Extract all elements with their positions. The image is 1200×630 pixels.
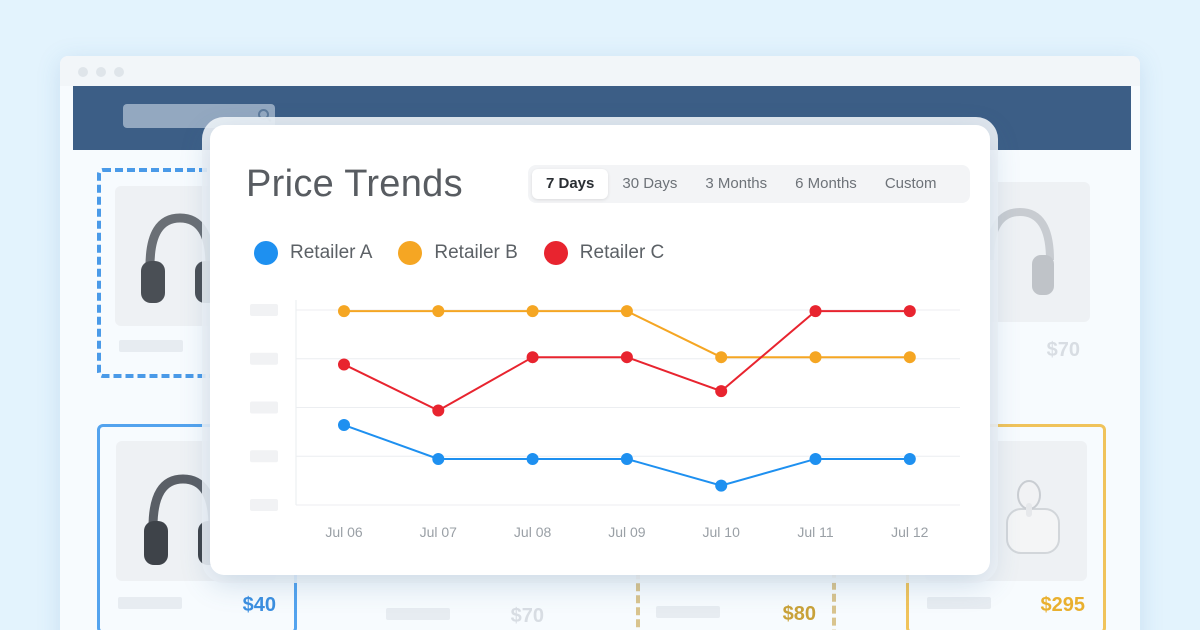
- tab-6-months[interactable]: 6 Months: [795, 175, 857, 192]
- window-dot: [114, 67, 124, 77]
- y-tick-placeholder: [250, 499, 278, 511]
- search-icon: [258, 109, 269, 120]
- tab-30-days[interactable]: 30 Days: [622, 175, 678, 192]
- chart-legend: Retailer A Retailer B Retailer C: [254, 241, 690, 265]
- data-point: [432, 404, 445, 417]
- data-point: [432, 452, 445, 465]
- series-line-retailer-b: [344, 310, 910, 359]
- time-range-tabs: 7 Days 30 Days 3 Months 6 Months Custom: [528, 165, 970, 203]
- product-name-placeholder: [386, 608, 450, 620]
- data-point: [809, 305, 822, 318]
- data-point: [338, 419, 350, 432]
- window-dot: [78, 67, 88, 77]
- data-point: [338, 305, 350, 318]
- product-price: $70: [1046, 339, 1080, 361]
- data-point: [432, 305, 445, 318]
- legend-label: Retailer A: [290, 242, 373, 263]
- legend-marker: [254, 241, 278, 265]
- product-card[interactable]: $70: [370, 576, 570, 630]
- y-tick-placeholder: [250, 304, 278, 316]
- product-price: $70: [510, 605, 544, 627]
- product-price: $40: [242, 594, 276, 616]
- tab-custom[interactable]: Custom: [884, 175, 937, 192]
- legend-item-retailer-b[interactable]: Retailer B: [398, 241, 518, 265]
- data-point: [715, 385, 728, 398]
- x-tick-label: Jul 08: [514, 524, 552, 540]
- price-trends-card: Price Trends 7 Days 30 Days 3 Months 6 M…: [210, 125, 990, 575]
- x-tick-label: Jul 10: [703, 524, 741, 540]
- x-tick-label: Jul 12: [891, 524, 929, 540]
- x-tick-label: Jul 06: [325, 524, 363, 540]
- data-point: [620, 305, 633, 318]
- data-point: [903, 351, 916, 364]
- headphones-icon: [986, 207, 1054, 295]
- product-name-placeholder: [119, 340, 183, 352]
- legend-marker: [398, 241, 423, 265]
- product-image: [115, 186, 219, 326]
- y-tick-placeholder: [250, 401, 278, 414]
- data-point: [715, 351, 728, 364]
- window-dot: [96, 67, 106, 77]
- data-point: [526, 305, 539, 318]
- product-card[interactable]: [97, 168, 219, 378]
- data-point: [903, 452, 916, 465]
- y-tick-placeholder: [250, 450, 278, 463]
- data-point: [809, 351, 822, 364]
- data-point: [526, 452, 539, 465]
- product-name-placeholder: [118, 597, 182, 609]
- x-tick-label: Jul 09: [608, 524, 646, 540]
- chart-title: Price Trends: [246, 163, 463, 205]
- browser-titlebar: [60, 56, 1140, 86]
- price-line-chart: Jul 06 Jul 07 Jul 08 Jul 09 Jul 10 Jul 11 Jul …: [250, 300, 960, 540]
- data-point: [526, 351, 539, 364]
- product-name-placeholder: [656, 606, 720, 618]
- earbuds-case-icon: [1006, 480, 1060, 554]
- product-card[interactable]: $80: [636, 556, 836, 630]
- tab-7-days[interactable]: 7 Days: [532, 169, 609, 199]
- data-point: [620, 452, 633, 465]
- product-price: $80: [782, 603, 816, 625]
- legend-item-retailer-c[interactable]: Retailer C: [543, 241, 665, 265]
- legend-label: Retailer B: [434, 242, 518, 263]
- legend-marker: [543, 241, 568, 265]
- legend-item-retailer-a[interactable]: Retailer A: [254, 241, 372, 265]
- data-point: [903, 305, 916, 318]
- product-card[interactable]: $70: [940, 182, 1120, 382]
- data-point: [620, 351, 633, 364]
- data-point: [715, 479, 728, 492]
- legend-label: Retailer C: [579, 242, 665, 263]
- y-tick-placeholder: [250, 352, 278, 365]
- x-tick-label: Jul 11: [797, 524, 834, 540]
- product-image: [970, 182, 1090, 322]
- tab-3-months[interactable]: 3 Months: [705, 175, 768, 192]
- product-price: $295: [1040, 594, 1086, 616]
- site-search-bar[interactable]: [123, 104, 275, 128]
- data-point: [809, 452, 822, 465]
- data-point: [338, 358, 350, 371]
- product-name-placeholder: [927, 597, 991, 609]
- x-tick-label: Jul 07: [420, 524, 458, 540]
